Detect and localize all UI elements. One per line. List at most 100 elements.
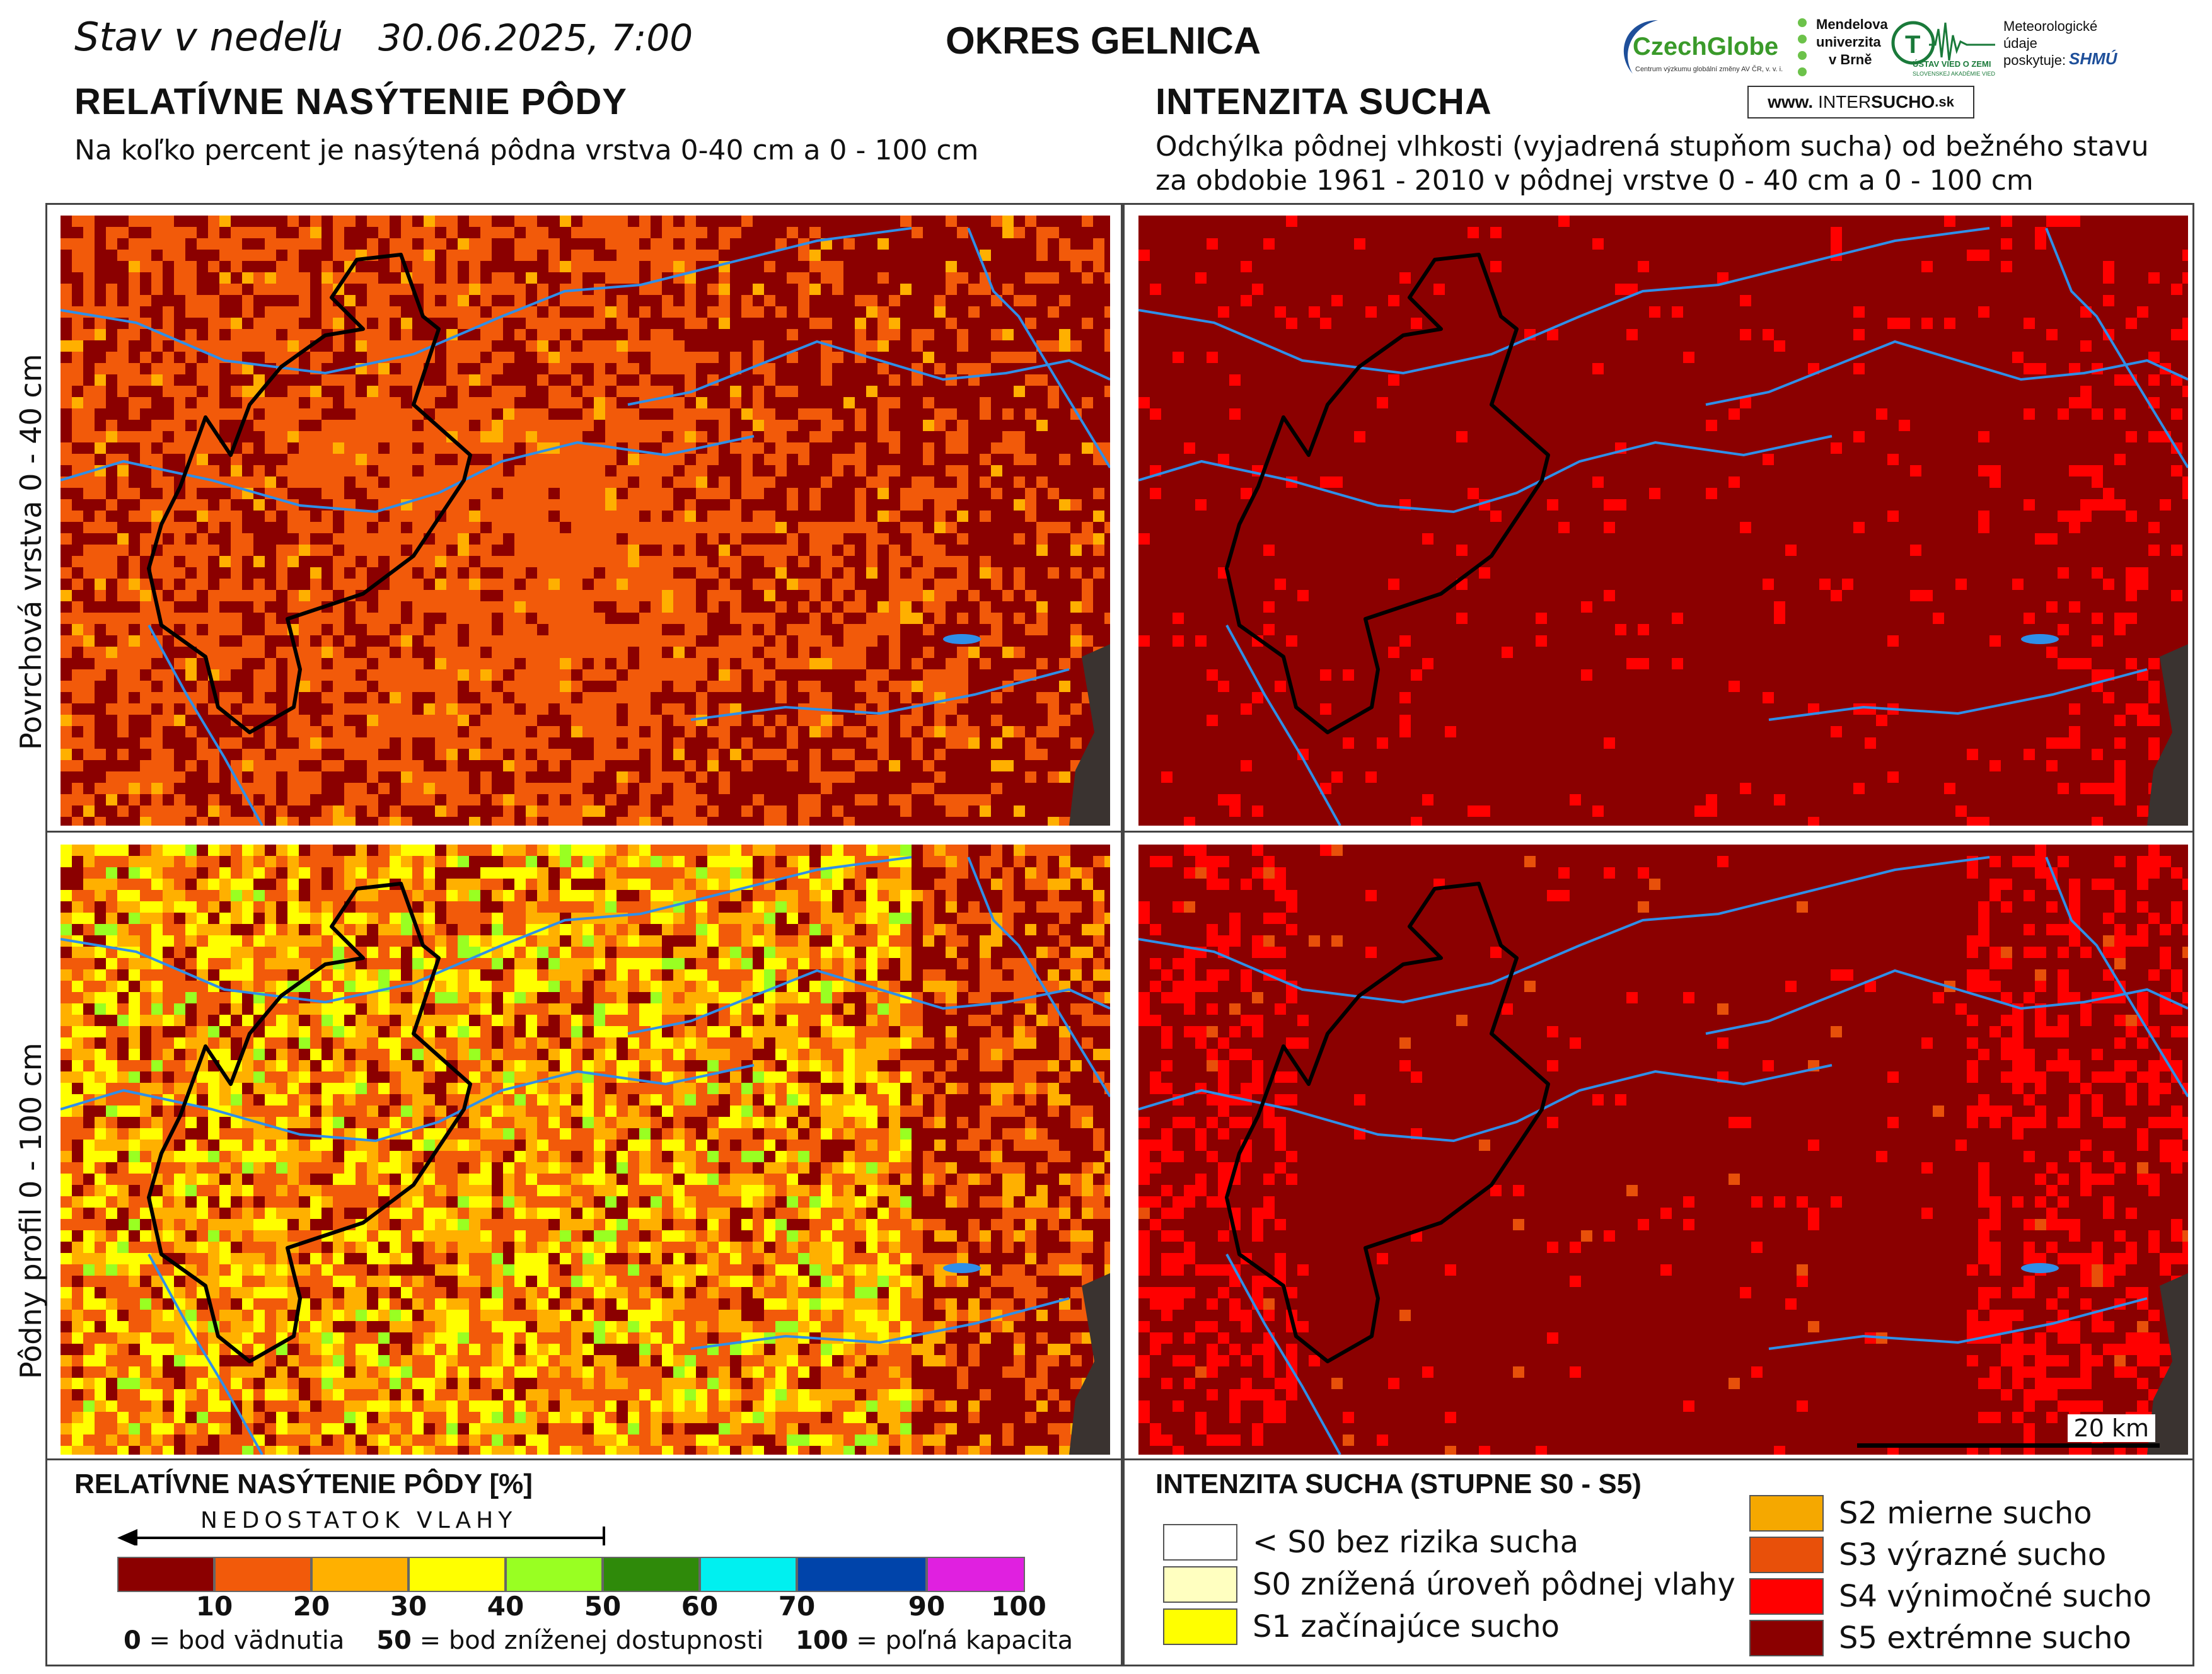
drought-legend-title: INTENZITA SUCHA (STUPNE S0 - S5) (1155, 1469, 1642, 1499)
legend-divider (45, 1458, 2194, 1460)
drought-legend-item: S1 začínajúce sucho (1163, 1608, 1560, 1645)
river-line (61, 227, 912, 375)
row-label-top: Povrchová vrstva 0 - 40 cm (14, 354, 48, 750)
saturation-swatch (700, 1557, 797, 1592)
drought-legend-item: S0 znížená úroveň pôdnej vlahy (1163, 1566, 1735, 1603)
intersucho-suffix: .sk (1935, 94, 1954, 110)
saturation-swatch (603, 1557, 700, 1592)
river-line (61, 1064, 755, 1143)
meteo-line-2: údaje (2003, 35, 2037, 51)
river-line (690, 668, 1070, 721)
drought-label: S3 výrazné sucho (1839, 1537, 2107, 1573)
czechglobe-name: CzechGlobe (1633, 33, 1779, 61)
map-saturation-profile-svg (61, 845, 1110, 1455)
drought-legend-item: S2 mierne sucho (1749, 1495, 2092, 1532)
mendel-dots-icon (1798, 18, 1807, 76)
meteo-line-1: Meteorologické (2003, 18, 2098, 34)
district-title: OKRES GELNICA (946, 20, 1261, 62)
map-background (1138, 216, 2188, 826)
outside-area (2147, 644, 2188, 826)
saturation-swatch (408, 1557, 506, 1592)
saturation-tick-label: 90 (908, 1591, 946, 1622)
intersucho-prefix: www. (1768, 92, 1814, 112)
outside-area (1069, 1273, 1110, 1455)
river-line (1225, 1254, 1341, 1455)
river-line (1138, 227, 1990, 375)
uvz-subtitle: SLOVENSKEJ AKADÉMIE VIED (1913, 71, 1996, 77)
lake-shape (943, 1263, 981, 1273)
district-border (1225, 253, 1550, 734)
left-section-title: RELATÍVNE NASÝTENIE PÔDY (74, 81, 627, 122)
saturation-color-bar (117, 1557, 1025, 1592)
right-section-title: INTENZITA SUCHA (1155, 81, 1492, 122)
note-0-text: = bod vädnutia (141, 1626, 345, 1655)
right-section-subtitle-2: za obdobie 1961 - 2010 v pôdnej vrstve 0… (1155, 165, 2034, 197)
czechglobe-logo: CzechGlobe Centrum výzkumu globální změn… (1614, 14, 1790, 83)
saturation-swatch (797, 1557, 927, 1592)
scale-bar-line (1857, 1443, 2160, 1448)
drought-legend-item: S5 extrémne sucho (1749, 1620, 2131, 1656)
saturation-tick-label: 60 (681, 1591, 719, 1622)
right-section-subtitle-1: Odchýlka pôdnej vlhkosti (vyjadrená stup… (1155, 130, 2149, 163)
left-section-subtitle: Na koľko percent je nasýtená pôdna vrstv… (74, 134, 979, 166)
drought-legend-item: < S0 bez rizika sucha (1163, 1524, 1578, 1561)
river-line (1768, 1297, 2148, 1350)
river-line (1225, 625, 1341, 826)
note-50-text: = bod zníženej dostupnosti (411, 1626, 764, 1655)
deficit-arrow-icon (117, 1527, 605, 1545)
saturation-swatch (117, 1557, 214, 1592)
intersucho-logo: www. INTER SUCHO .sk (1747, 86, 1974, 118)
river-line (1138, 856, 1990, 1004)
mendel-line-1: Mendelova (1816, 16, 1888, 32)
map-pixel-layer (1138, 845, 2188, 1455)
note-0-bold: 0 (124, 1626, 141, 1655)
mendel-line-2: univerzita (1816, 34, 1881, 50)
scale-bar-label: 20 km (2067, 1414, 2155, 1442)
drought-label: S2 mierne sucho (1839, 1496, 2092, 1531)
river-line (2045, 857, 2188, 1098)
czechglobe-subtitle: Centrum výzkumu globální změny AV ČR, v.… (1635, 66, 1783, 73)
meteo-provider: Meteorologické údaje poskytuje: SHMÚ (2003, 18, 2129, 81)
district-border (1225, 882, 1550, 1363)
note-100-bold: 100 (796, 1626, 848, 1655)
row-label-bottom: Pôdny profil 0 - 100 cm (14, 1042, 48, 1379)
saturation-swatch (927, 1557, 1025, 1592)
drought-swatch (1163, 1524, 1237, 1561)
saturation-swatch (311, 1557, 408, 1592)
map-saturation-topsoil-svg (61, 216, 1110, 826)
drought-label: < S0 bez rizika sucha (1253, 1525, 1579, 1560)
drought-swatch (1163, 1608, 1237, 1645)
map-drought-topsoil-svg (1138, 216, 2188, 826)
note-50-bold: 50 (376, 1626, 412, 1655)
river-line (61, 856, 912, 1004)
drought-legend-item: S3 výrazné sucho (1749, 1537, 2106, 1573)
shmu-logo: SHMÚ (2069, 49, 2117, 68)
river-line (2045, 228, 2188, 469)
map-drought-profile: 20 km (1138, 845, 2188, 1455)
river-line (967, 228, 1110, 469)
uvz-name: ÚSTAV VIED O ZEMI (1913, 59, 1991, 69)
saturation-swatch (214, 1557, 311, 1592)
saturation-tick-label: 10 (195, 1591, 233, 1622)
date-prefix: Stav v nedeľu (74, 14, 343, 60)
outside-area (2147, 1273, 2188, 1455)
saturation-tick-label: 50 (584, 1591, 622, 1622)
river-line (148, 1254, 263, 1455)
map-drought-topsoil (1138, 216, 2188, 826)
map-saturation-topsoil (61, 216, 1110, 826)
saturation-legend-title: RELATÍVNE NASÝTENIE PÔDY [%] (74, 1469, 533, 1499)
outside-area (1069, 644, 1110, 826)
mendel-line-3: v Brně (1829, 52, 1872, 67)
saturation-tick-label: 40 (487, 1591, 524, 1622)
drought-swatch (1749, 1578, 1824, 1615)
district-border (147, 882, 472, 1363)
drought-label: S5 extrémne sucho (1839, 1620, 2131, 1656)
river-line (1138, 1064, 1833, 1143)
lake-shape (2021, 1263, 2059, 1273)
saturation-tick-label: 30 (390, 1591, 427, 1622)
note-100-text: = poľná kapacita (848, 1626, 1074, 1655)
map-saturation-profile (61, 845, 1110, 1455)
svg-text:T: T (1905, 31, 1920, 59)
drought-swatch (1749, 1495, 1824, 1532)
saturation-swatch (506, 1557, 603, 1592)
